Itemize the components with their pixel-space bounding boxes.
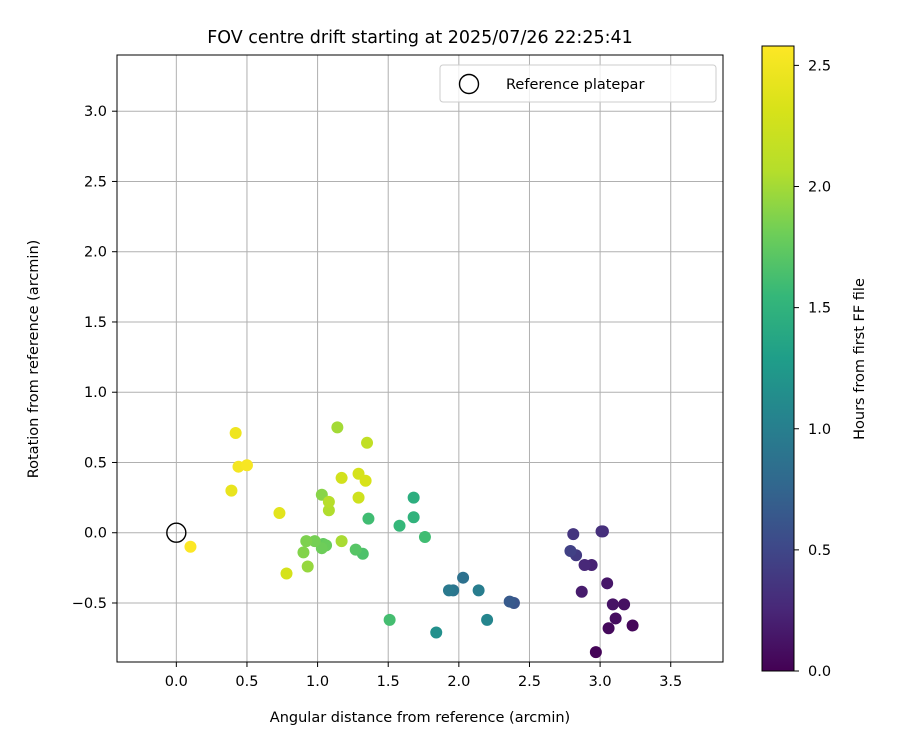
data-point xyxy=(393,519,406,532)
data-point xyxy=(595,525,608,538)
colorbar-label: Hours from first FF file xyxy=(852,278,868,440)
data-point xyxy=(503,595,516,608)
data-point xyxy=(564,544,577,557)
data-point xyxy=(442,584,455,597)
data-point xyxy=(361,436,374,449)
legend-entry-reference: Reference platepar xyxy=(506,77,644,93)
data-point xyxy=(383,613,396,626)
data-point xyxy=(606,598,619,611)
data-point xyxy=(578,559,591,572)
data-point xyxy=(308,535,321,548)
data-point xyxy=(589,646,602,659)
data-point xyxy=(300,535,313,548)
x-tick-label: 2.5 xyxy=(518,674,541,690)
y-axis-ticks: −0.5 0.0 0.5 1.0 1.5 2.0 2.5 3.0 xyxy=(72,104,117,612)
data-point xyxy=(601,577,614,590)
colorbar-tick-label: 2.0 xyxy=(808,180,831,196)
x-tick-label: 3.5 xyxy=(659,674,682,690)
data-point xyxy=(352,491,365,504)
data-point xyxy=(184,540,197,553)
data-point xyxy=(430,626,443,639)
x-tick-label: 1.0 xyxy=(306,674,329,690)
data-point xyxy=(567,528,580,541)
data-point xyxy=(407,511,420,524)
data-point xyxy=(609,612,622,625)
data-point xyxy=(322,495,335,508)
data-point xyxy=(575,585,588,598)
grid-lines xyxy=(117,55,723,662)
legend: Reference platepar xyxy=(439,64,717,103)
y-tick-label: 1.5 xyxy=(84,315,107,331)
colorbar-tick-label: 1.5 xyxy=(808,301,831,317)
data-point xyxy=(322,504,335,517)
colorbar-tick-label: 2.5 xyxy=(808,58,831,74)
colorbar-ticks: 0.0 0.5 1.0 1.5 2.0 2.5 xyxy=(794,58,831,680)
x-tick-label: 3.0 xyxy=(589,674,612,690)
legend-open-circle-icon xyxy=(458,73,480,95)
x-tick-label: 0.0 xyxy=(165,674,188,690)
x-axis-ticks: 0.0 0.5 1.0 1.5 2.0 2.5 3.0 3.5 xyxy=(165,662,682,690)
y-tick-label: 1.0 xyxy=(84,385,107,401)
data-point xyxy=(273,507,286,520)
data-point xyxy=(240,459,253,472)
data-point xyxy=(618,598,631,611)
y-tick-label: 0.5 xyxy=(84,455,107,471)
data-point xyxy=(335,471,348,484)
reference-platepar-marker xyxy=(166,522,187,543)
data-point xyxy=(359,474,372,487)
x-axis-label: Angular distance from reference (arcmin) xyxy=(270,710,570,726)
legend-box xyxy=(439,64,717,103)
data-point xyxy=(229,426,242,439)
colorbar-tick-label: 1.0 xyxy=(808,422,831,438)
data-point xyxy=(301,560,314,573)
data-point xyxy=(335,535,348,548)
data-point xyxy=(481,613,494,626)
colorbar: 0.0 0.5 1.0 1.5 2.0 2.5 Hours from first FF f… xyxy=(761,45,868,680)
y-tick-label: 0.0 xyxy=(84,526,107,542)
plot-frame xyxy=(116,54,724,663)
data-point xyxy=(280,567,293,580)
y-tick-label: 2.0 xyxy=(84,245,107,261)
colorbar-tick-label: 0.5 xyxy=(808,543,831,559)
colorbar-gradient xyxy=(761,45,795,672)
x-tick-label: 2.0 xyxy=(447,674,470,690)
data-point xyxy=(626,619,639,632)
data-points xyxy=(184,421,639,659)
data-point xyxy=(331,421,344,434)
data-point xyxy=(602,622,615,635)
data-point xyxy=(457,571,470,584)
y-axis-label: Rotation from reference (arcmin) xyxy=(26,240,42,479)
data-point xyxy=(297,546,310,559)
y-tick-label: 2.5 xyxy=(84,174,107,190)
data-point xyxy=(407,491,420,504)
data-point xyxy=(225,484,238,497)
data-point xyxy=(472,584,485,597)
reference-marker xyxy=(166,522,187,543)
x-tick-label: 0.5 xyxy=(235,674,258,690)
x-tick-label: 1.5 xyxy=(377,674,400,690)
colorbar-tick-label: 0.0 xyxy=(808,664,831,680)
y-tick-label: 3.0 xyxy=(84,104,107,120)
data-point xyxy=(418,530,431,543)
data-point xyxy=(349,543,362,556)
chart-title: FOV centre drift starting at 2025/07/26 … xyxy=(207,28,633,48)
data-point xyxy=(362,512,375,525)
y-tick-label: −0.5 xyxy=(72,596,107,612)
